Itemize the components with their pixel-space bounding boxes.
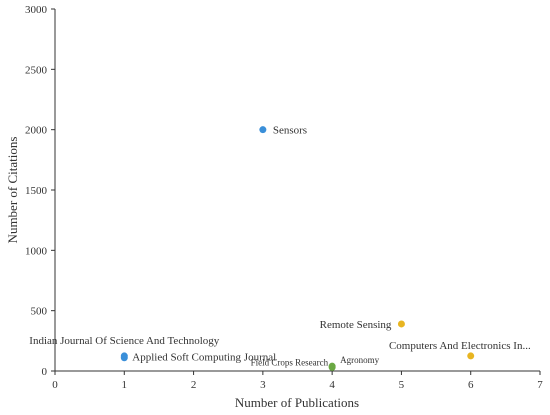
x-tick-label: 6 (468, 379, 474, 391)
data-point (397, 320, 405, 328)
x-tick-label: 5 (399, 379, 405, 391)
data-points (120, 126, 475, 371)
axes (54, 9, 540, 372)
data-point (328, 362, 336, 370)
x-axis-label: Number of Publications (235, 395, 359, 410)
data-point (259, 126, 267, 134)
point-label: Computers And Electronics In... (389, 340, 531, 352)
x-tick-label: 2 (191, 379, 197, 391)
point-label: Agronomy (340, 355, 379, 365)
x-tick-label: 4 (329, 379, 335, 391)
point-label: Sensors (273, 125, 307, 137)
y-tick-label: 3000 (25, 4, 48, 16)
point-label: Remote Sensing (320, 319, 392, 331)
y-tick-label: 1500 (25, 185, 48, 197)
data-point (120, 354, 128, 362)
data-point (467, 352, 475, 360)
x-tick-label: 7 (537, 379, 543, 391)
point-label: Applied Soft Computing Journal (132, 352, 276, 364)
x-tick-label: 1 (122, 379, 128, 391)
point-label: Field Crops Research (251, 357, 329, 367)
ticks: 0 1 2 3 4 5 6 7 0 500 1000 1500 2000 2500 3000 (25, 4, 543, 391)
x-tick-label: 3 (260, 379, 266, 391)
y-tick-label: 2000 (25, 125, 48, 137)
y-tick-label: 2500 (25, 64, 48, 76)
x-tick-label: 0 (52, 379, 58, 391)
y-tick-label: 500 (31, 306, 48, 318)
y-tick-label: 1000 (25, 245, 48, 257)
y-axis-label: Number of Citations (5, 137, 20, 244)
y-tick-label: 0 (42, 366, 48, 378)
point-label: Indian Journal Of Science And Technology (29, 335, 219, 347)
point-labels: Sensors Remote Sensing Computers And Elect… (29, 125, 531, 368)
